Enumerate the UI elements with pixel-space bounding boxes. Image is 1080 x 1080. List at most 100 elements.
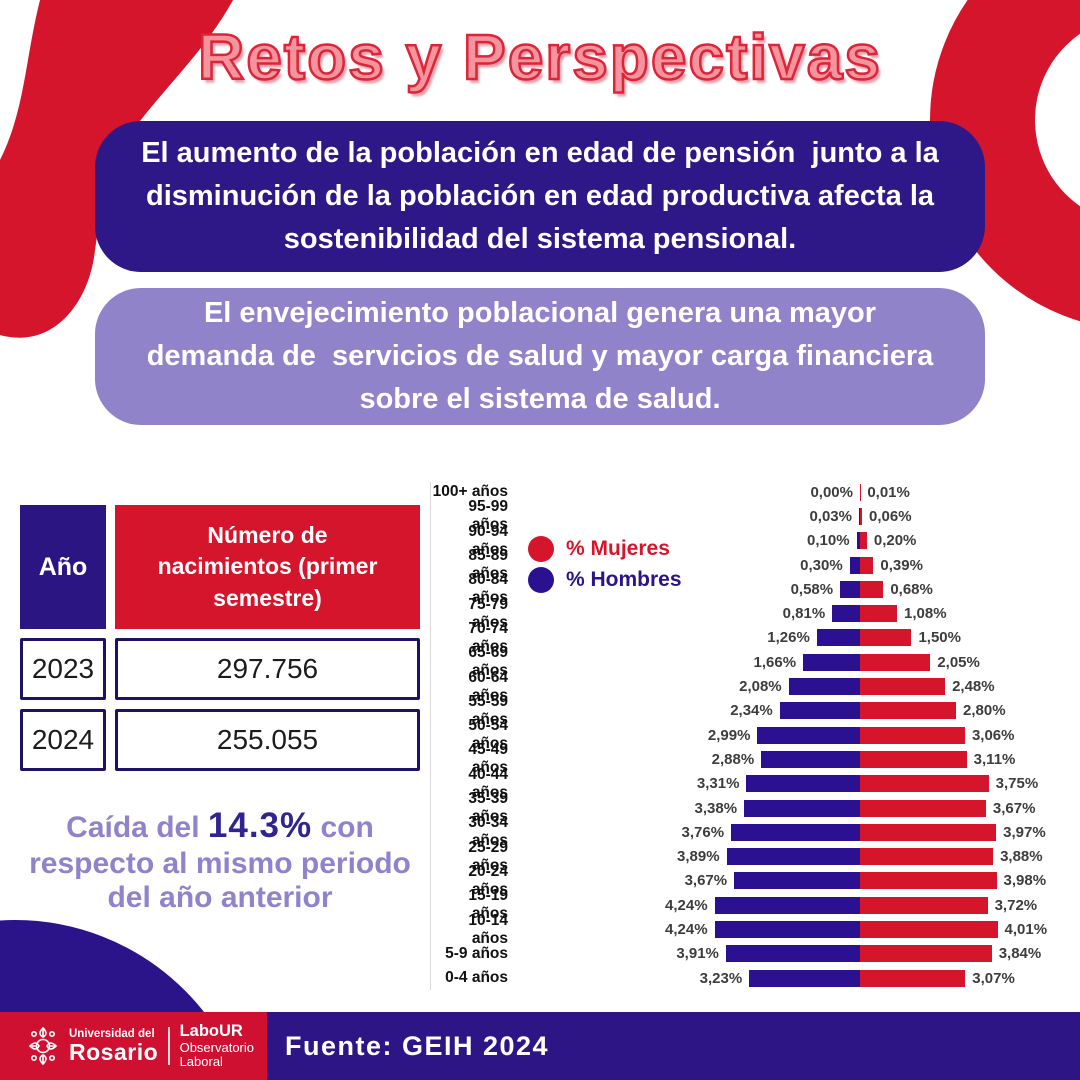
hombres-bar [856, 532, 860, 550]
hombres-bar [840, 580, 860, 598]
mujeres-bar [860, 629, 912, 647]
age-group-label: 55-59 años [468, 692, 508, 728]
age-group-label: 90-94 años [468, 522, 508, 558]
labour-wordmark: LaboUR Observatorio Laboral [180, 1022, 267, 1071]
hombres-bar [749, 969, 860, 987]
pyramid-row: 75-79 años 0,81% 1,08% [430, 596, 1060, 631]
pyramid-row: 60-64 años 2,08% 2,48% [430, 669, 1060, 704]
labour-wordmark-name: LaboUR [179, 1021, 243, 1040]
mujeres-value-label: 1,08% [904, 605, 947, 623]
age-group-label: 0-4 años [445, 969, 508, 987]
hombres-value-label: 0,30% [800, 556, 843, 574]
hombres-bar [832, 605, 860, 623]
mujeres-value-label: 3,72% [994, 896, 1038, 914]
mujeres-bar [860, 507, 863, 525]
pension-callout-line1: El aumento de la población en edad de pe… [141, 137, 939, 170]
mujeres-value-label: 3,98% [1003, 872, 1047, 890]
hombres-value-label: 3,89% [677, 848, 720, 866]
mujeres-value-label: 3,06% [971, 726, 1015, 744]
age-group-label: 30-34 años [468, 814, 508, 850]
hombres-value-label: 1,66% [753, 653, 797, 671]
pyramid-row: 100+ años 0,00% 0,01% [430, 480, 1060, 504]
pyramid-row: 85-89 años 0,30% 0,39% [430, 547, 1060, 582]
mujeres-value-label: 3,84% [998, 945, 1042, 963]
hombres-value-label: 2,34% [730, 702, 773, 720]
mujeres-bar [860, 532, 867, 550]
pyramid-center-axis [430, 482, 431, 990]
mujeres-value-label: 3,75% [995, 775, 1039, 793]
hombres-bar [726, 848, 860, 866]
mujeres-value-label: 0,39% [880, 556, 923, 574]
hombres-value-label: 3,31% [696, 775, 740, 793]
hombres-bar [725, 945, 860, 963]
hombres-legend-label: % Hombres [566, 568, 682, 591]
births-column-header: Número de nacimientos (primer semestre) [115, 505, 420, 629]
drop-note-suffix: con [312, 811, 374, 844]
hombres-bar [731, 823, 860, 841]
pyramid-row: 5-9 años 3,91% 3,84% [430, 942, 1060, 966]
mujeres-value-label: 2,80% [963, 702, 1006, 720]
legend-item-mujeres: % Mujeres [528, 536, 682, 562]
drop-note-prefix: Caída del [66, 811, 208, 844]
mujeres-bar [860, 750, 967, 768]
births-table: Año Número de nacimientos (primer semest… [20, 505, 420, 771]
hombres-bar [714, 920, 860, 938]
hombres-bar [816, 629, 860, 647]
pyramid-row: 25-29 años 3,89% 3,88% [430, 839, 1060, 874]
births-2024-cell: 255.055 [115, 709, 420, 771]
labour-wordmark-sub: Observatorio Laboral [179, 1039, 254, 1070]
hombres-value-label: 2,99% [707, 726, 751, 744]
hombres-bar [757, 726, 860, 744]
hombres-value-label: 2,88% [711, 750, 755, 768]
hombres-value-label: 3,38% [694, 799, 738, 817]
chart-legend: % Mujeres % Hombres [528, 536, 682, 593]
age-group-label: 10-14 años [468, 911, 508, 947]
age-group-label: 65-69 años [468, 644, 508, 680]
drop-note-percentage: 14.3% [207, 806, 313, 845]
hombres-bar [734, 872, 860, 890]
mujeres-bar [860, 799, 986, 817]
pyramid-row: 0-4 años 3,23% 3,07% [430, 966, 1060, 990]
hombres-value-label: 2,08% [739, 678, 782, 696]
drop-note-line1: Caída del 14.3% con [10, 806, 430, 847]
age-group-label: 50-54 años [468, 717, 508, 753]
pension-callout-line2: disminución de la población en edad prod… [146, 180, 934, 213]
table-row: 2024 255.055 [20, 709, 420, 771]
pyramid-row: 55-59 años 2,34% 2,80% [430, 693, 1060, 728]
mujeres-bar [860, 580, 884, 598]
pyramid-row: 70-74 años 1,26% 1,50% [430, 620, 1060, 655]
pyramid-row: 30-34 años 3,76% 3,97% [430, 814, 1060, 849]
age-group-label: 100+ años [432, 483, 508, 501]
age-group-label: 85-89 años [468, 547, 508, 583]
age-group-label: 15-19 años [468, 887, 508, 923]
mujeres-bar [860, 726, 965, 744]
hombres-bar [849, 556, 860, 574]
hombres-bar [761, 750, 860, 768]
mujeres-value-label: 3,07% [972, 969, 1015, 987]
hombres-bar [714, 896, 860, 914]
age-group-label: 80-84 años [468, 571, 508, 607]
mujeres-bar [860, 775, 989, 793]
rosario-crest-icon [28, 1026, 58, 1066]
mujeres-value-label: 0,06% [869, 507, 912, 525]
mujeres-value-label: 2,05% [937, 653, 980, 671]
hombres-value-label: 3,23% [699, 969, 743, 987]
mujeres-bar [860, 678, 946, 696]
mujeres-value-label: 2,48% [952, 678, 995, 696]
page-title: Retos y Perspectivas [197, 20, 882, 95]
mujeres-value-label: 1,50% [918, 629, 961, 647]
year-2024-cell: 2024 [20, 709, 106, 771]
pyramid-row: 15-19 años 4,24% 3,72% [430, 887, 1060, 922]
brand-divider [168, 1027, 170, 1065]
age-group-label: 5-9 años [445, 944, 508, 962]
hombres-value-label: 1,26% [767, 629, 810, 647]
drop-note-line2: respecto al mismo periodo [29, 846, 411, 880]
legend-item-hombres: % Hombres [528, 567, 682, 593]
hombres-bar [788, 678, 860, 696]
hombres-bar [746, 775, 860, 793]
mujeres-value-label: 0,01% [867, 483, 910, 501]
pension-callout-line3: sostenibilidad del sistema pensional. [283, 222, 797, 255]
pyramid-rows: 100+ años 0,00% 0,01% 95-99 años 0,03% 0,06% 9… [430, 480, 1060, 990]
university-wordmark-name: Rosario [69, 1038, 159, 1065]
